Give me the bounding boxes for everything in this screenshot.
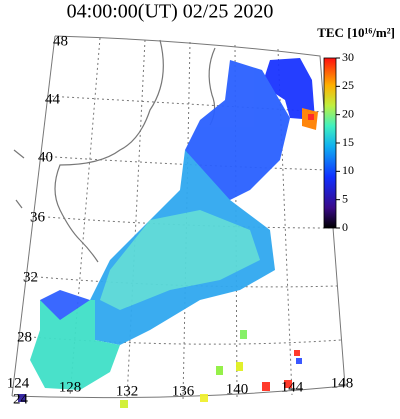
colorbar-label: TEC [10¹⁶/m²] — [317, 25, 395, 40]
lat-label: 32 — [23, 269, 38, 285]
colorbar-tick-label: 30 — [342, 50, 354, 64]
title: 04:00:00(UT) 02/25 2020 — [67, 1, 274, 23]
lat-label: 24 — [13, 391, 29, 407]
tec-coverage — [18, 58, 318, 408]
lat-label: 40 — [38, 149, 53, 165]
lon-label: 136 — [172, 383, 195, 399]
lon-label: 124 — [7, 375, 30, 391]
lat-label: 28 — [17, 329, 32, 345]
lat-label: 48 — [53, 33, 68, 49]
lon-label: 128 — [59, 379, 82, 395]
colorbar-tick-label: 15 — [342, 135, 354, 149]
lon-label: 132 — [116, 383, 139, 399]
colorbar — [323, 57, 337, 229]
lat-label: 36 — [30, 209, 46, 225]
lon-label: 140 — [226, 381, 249, 397]
lon-label: 148 — [331, 375, 354, 391]
colorbar-tick-label: 5 — [342, 191, 348, 205]
colorbar-tick-label: 0 — [342, 220, 348, 234]
colorbar-tick-label: 25 — [342, 78, 354, 92]
colorbar-tick-label: 20 — [342, 106, 354, 120]
colorbar-tick-label: 10 — [342, 163, 354, 177]
lon-label: 144 — [281, 379, 304, 395]
lat-label: 44 — [45, 91, 61, 107]
